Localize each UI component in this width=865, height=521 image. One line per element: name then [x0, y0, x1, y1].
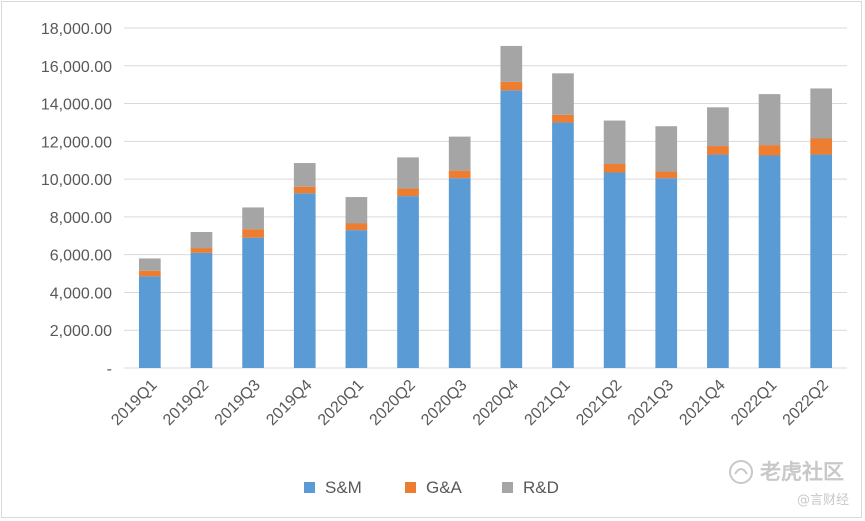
- x-tick-label: 2021Q4: [676, 377, 728, 429]
- legend-swatch: [304, 482, 315, 493]
- legend-label: G&A: [426, 478, 463, 497]
- y-tick-label: 4,000.00: [50, 285, 112, 302]
- bar-segment-ganda: [552, 114, 574, 123]
- bar-segment-ganda: [810, 138, 833, 155]
- bar-segment-sandm: [242, 237, 264, 368]
- legend-label: S&M: [325, 478, 362, 497]
- bar-segment-randd: [242, 207, 264, 230]
- bar-segment-ganda: [242, 229, 264, 238]
- bar-segment-randd: [345, 197, 368, 224]
- bar-segment-ganda: [448, 170, 471, 179]
- bar-segment-ganda: [397, 188, 419, 197]
- bar-segment-randd: [448, 136, 471, 171]
- x-tick-label: 2020Q3: [418, 377, 470, 429]
- bar-segment-randd: [500, 45, 523, 82]
- x-axis: 2019Q1 2019Q2 2019Q3 2019Q4 2020Q1 2020Q2 2020…: [108, 377, 832, 429]
- x-tick-label: 2019Q2: [160, 377, 212, 429]
- x-tick-label: 2022Q1: [728, 377, 780, 429]
- bar-segment-ganda: [500, 81, 523, 91]
- bar-segment-sandm: [603, 172, 626, 368]
- bar-segment-sandm: [345, 230, 368, 368]
- bar-segment-randd: [603, 120, 626, 164]
- bar-segment-ganda: [603, 164, 626, 173]
- bar-segment-sandm: [758, 155, 781, 368]
- bar-segment-randd: [655, 126, 678, 172]
- x-tick-label: 2019Q1: [108, 377, 160, 429]
- legend-swatch: [405, 482, 416, 493]
- x-tick-label: 2021Q2: [573, 377, 625, 429]
- bar-segment-randd: [190, 232, 213, 249]
- bar-segment-sandm: [707, 154, 729, 368]
- x-tick-label: 2019Q4: [263, 377, 315, 429]
- gridlines: [124, 27, 847, 369]
- y-tick-label: 12,000.00: [41, 134, 112, 151]
- y-tick-label: 6,000.00: [50, 248, 112, 265]
- bar-segment-ganda: [138, 270, 161, 277]
- bar-segment-ganda: [345, 223, 368, 231]
- bar-segment-randd: [397, 157, 419, 189]
- bar-segment-sandm: [190, 252, 213, 368]
- y-tick-label: 16,000.00: [41, 59, 112, 76]
- y-tick-label: 14,000.00: [41, 97, 112, 114]
- bar-segment-ganda: [655, 171, 678, 179]
- bar-segment-ganda: [707, 146, 729, 155]
- bar-segment-sandm: [397, 196, 419, 368]
- bar-segment-randd: [810, 88, 833, 139]
- bars: [138, 45, 833, 368]
- watermark: 老虎社区 @言财经: [729, 460, 849, 508]
- x-tick-label: 2020Q2: [367, 377, 419, 429]
- y-tick-label: -: [107, 361, 112, 378]
- bar-segment-sandm: [810, 154, 833, 368]
- x-tick-label: 2021Q1: [522, 377, 574, 429]
- bar-segment-sandm: [500, 90, 523, 368]
- y-axis: - 2,000.00 4,000.00 6,000.00 8,000.00 10,000.…: [41, 21, 112, 378]
- y-tick-label: 18,000.00: [41, 21, 112, 38]
- legend: S&M G&A R&D: [304, 478, 559, 497]
- y-tick-label: 2,000.00: [50, 323, 112, 340]
- bar-segment-sandm: [655, 178, 678, 368]
- bar-segment-randd: [758, 94, 781, 146]
- tiger-logo-icon: [729, 460, 753, 484]
- watermark-sub-text: @言财经: [797, 493, 849, 508]
- bar-segment-randd: [552, 73, 574, 115]
- x-tick-label: 2020Q4: [470, 377, 522, 429]
- bar-segment-sandm: [448, 178, 471, 368]
- bar-segment-randd: [138, 258, 161, 271]
- bar-segment-sandm: [138, 276, 161, 368]
- bar-segment-randd: [293, 163, 316, 187]
- bar-segment-sandm: [552, 122, 574, 368]
- bar-segment-randd: [707, 107, 729, 147]
- bar-segment-ganda: [293, 186, 316, 194]
- x-tick-label: 2019Q3: [212, 377, 264, 429]
- legend-swatch: [502, 482, 513, 493]
- bar-segment-sandm: [293, 193, 316, 368]
- x-tick-label: 2021Q3: [625, 377, 677, 429]
- y-tick-label: 10,000.00: [41, 172, 112, 189]
- bar-segment-ganda: [758, 145, 781, 156]
- x-tick-label: 2020Q1: [315, 377, 367, 429]
- watermark-main-text: 老虎社区: [760, 460, 844, 484]
- bar-segment-ganda: [190, 248, 213, 253]
- x-tick-label: 2022Q2: [780, 377, 832, 429]
- y-tick-label: 8,000.00: [50, 210, 112, 227]
- legend-label: R&D: [523, 478, 559, 497]
